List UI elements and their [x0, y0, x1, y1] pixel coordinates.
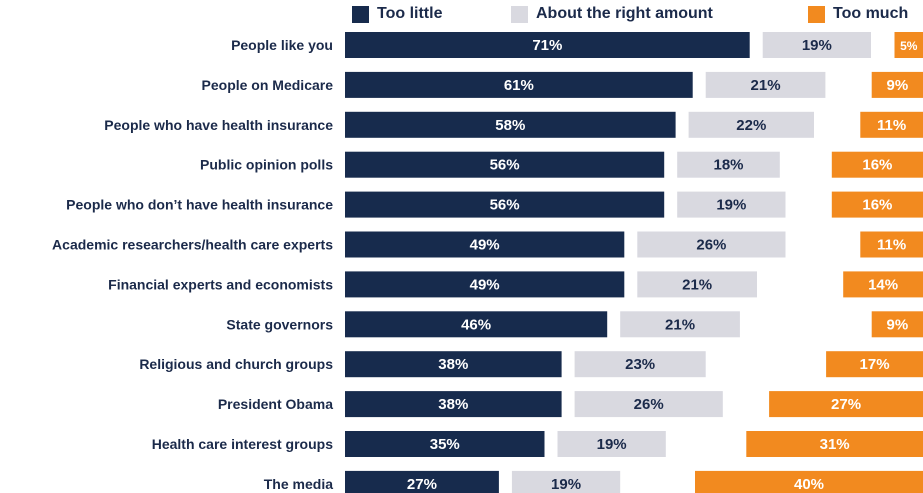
legend-item-about-right: About the right amount: [511, 4, 713, 24]
category-label: People who don’t have health insurance: [66, 197, 333, 213]
bar-about-right: [574, 351, 706, 378]
category-label: Academic researchers/health care experts: [52, 237, 333, 253]
data-label-too-little: 49%: [470, 237, 500, 254]
data-label-too-much: 27%: [831, 396, 861, 413]
category-label: President Obama: [218, 396, 333, 412]
data-label-too-much: 17%: [860, 356, 890, 373]
bar-too-much: [695, 470, 923, 493]
bar-too-much: [860, 231, 923, 258]
data-label-too-little: 71%: [532, 37, 562, 54]
legend-swatch-too-little: [352, 5, 369, 23]
bar-too-little: [345, 470, 499, 493]
bar-about-right: [762, 32, 871, 58]
bar-about-right: [637, 271, 757, 298]
legend-swatch-about-right: [511, 5, 528, 23]
data-label-about-right: 26%: [696, 237, 726, 254]
bar-too-much: [843, 271, 923, 298]
bar-too-little: [345, 431, 545, 457]
legend-item-too-much: Too much: [808, 4, 908, 24]
data-label-too-little: 56%: [490, 157, 520, 174]
data-label-too-little: 56%: [490, 197, 520, 214]
bar-too-little: [345, 351, 562, 378]
data-label-about-right: 21%: [682, 276, 712, 293]
data-label-about-right: 22%: [736, 117, 766, 134]
data-label-about-right: 21%: [665, 316, 695, 333]
data-label-too-much: 5%: [900, 39, 918, 53]
category-label: People who have health insurance: [104, 117, 333, 133]
data-label-about-right: 19%: [802, 37, 832, 54]
data-label-too-much: 31%: [820, 436, 850, 453]
legend-label-about-right: About the right amount: [536, 5, 713, 22]
bar-too-much: [769, 391, 923, 418]
data-label-about-right: 18%: [713, 157, 743, 174]
bar-too-much: [831, 191, 923, 218]
category-label: People on Medicare: [202, 77, 334, 93]
data-label-too-much: 16%: [862, 157, 892, 174]
category-label: Public opinion polls: [200, 157, 333, 173]
bar-about-right: [557, 431, 666, 457]
data-label-about-right: 19%: [597, 436, 627, 453]
data-label-too-little: 58%: [495, 117, 525, 134]
bar-about-right: [637, 231, 786, 258]
data-label-too-much: 40%: [794, 476, 824, 493]
category-label: People like you: [231, 37, 333, 53]
category-label: Financial experts and economists: [108, 276, 333, 292]
bar-about-right: [511, 470, 621, 493]
bar-about-right: [574, 391, 723, 418]
bar-too-little: [345, 231, 625, 258]
bar-about-right: [677, 151, 780, 178]
bar-too-little: [345, 271, 625, 298]
category-label: Religious and church groups: [139, 356, 333, 372]
data-label-too-little: 35%: [430, 436, 460, 453]
data-label-too-little: 49%: [470, 276, 500, 293]
data-label-too-much: 11%: [877, 237, 906, 254]
data-label-too-much: 9%: [887, 77, 909, 94]
data-label-too-little: 46%: [461, 316, 491, 333]
bar-too-much: [894, 32, 923, 58]
bar-about-right: [705, 71, 826, 98]
legend-item-too-little: Too little: [352, 4, 442, 24]
legend-swatch-too-much: [808, 5, 825, 23]
bar-too-much: [831, 151, 923, 178]
data-label-about-right: 23%: [625, 356, 655, 373]
data-label-too-little: 38%: [438, 396, 468, 413]
data-label-too-little: 61%: [504, 77, 534, 94]
bar-too-little: [345, 191, 665, 218]
bar-too-much: [826, 351, 923, 378]
data-label-about-right: 19%: [716, 197, 746, 214]
data-label-too-much: 14%: [868, 276, 898, 293]
bar-about-right: [688, 111, 814, 138]
data-label-too-much: 11%: [877, 117, 906, 134]
data-label-about-right: 21%: [751, 77, 781, 94]
bar-too-little: [345, 32, 750, 58]
data-label-about-right: 26%: [634, 396, 664, 413]
bar-too-much: [871, 311, 923, 338]
bar-too-little: [345, 111, 676, 138]
bar-too-much: [746, 431, 923, 457]
legend-label-too-much: Too much: [833, 5, 909, 22]
bar-about-right: [620, 311, 740, 338]
data-label-too-little: 38%: [438, 356, 468, 373]
bar-too-much: [871, 71, 923, 98]
bar-too-little: [345, 311, 608, 338]
category-label: Health care interest groups: [152, 436, 333, 452]
legend-label-too-little: Too little: [377, 5, 443, 22]
category-label: State governors: [226, 316, 333, 332]
bar-too-much: [860, 111, 923, 138]
data-label-too-little: 27%: [407, 476, 437, 493]
data-label-too-much: 9%: [887, 316, 909, 333]
data-label-too-much: 16%: [862, 197, 892, 214]
bar-too-little: [345, 151, 665, 178]
data-label-about-right: 19%: [551, 476, 581, 493]
category-label: The media: [264, 476, 333, 492]
bar-about-right: [677, 191, 786, 218]
bar-too-little: [345, 391, 562, 418]
bar-too-little: [345, 71, 693, 98]
